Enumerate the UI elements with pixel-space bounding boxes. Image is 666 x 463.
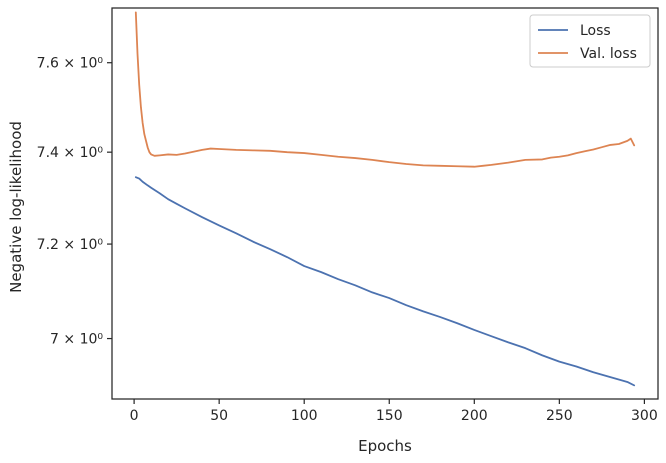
x-tick-label: 200	[461, 408, 488, 424]
plot-frame	[111, 7, 659, 400]
legend-val-loss-label: Val. loss	[580, 46, 637, 62]
x-tick-label: 150	[376, 408, 403, 424]
legend-box	[529, 14, 651, 68]
legend: Loss Val. loss	[529, 14, 651, 68]
plot-lines	[134, 11, 636, 387]
legend-loss-label: Loss	[580, 23, 611, 39]
y-axis-label: Negative log-likelihood	[7, 121, 25, 293]
x-axis-label: Epochs	[358, 437, 412, 455]
y-tick-label: 7 × 10⁰	[50, 332, 103, 348]
axis-ticks: 0 50 100 150 200 250 300 7 × 10⁰ 7.2 × 10⁰ 7.4 × …	[37, 56, 658, 424]
x-tick-label: 100	[291, 408, 318, 424]
x-tick-label: 250	[546, 408, 573, 424]
y-tick-label: 7.6 × 10⁰	[37, 56, 104, 72]
loss-series-line	[134, 176, 636, 387]
y-tick-label: 7.2 × 10⁰	[37, 237, 104, 253]
val-loss-series-line	[134, 11, 636, 168]
y-tick-label: 7.4 × 10⁰	[37, 145, 104, 161]
x-tick-label: 50	[210, 408, 228, 424]
x-tick-label: 300	[631, 408, 658, 424]
x-tick-label: 0	[130, 408, 139, 424]
